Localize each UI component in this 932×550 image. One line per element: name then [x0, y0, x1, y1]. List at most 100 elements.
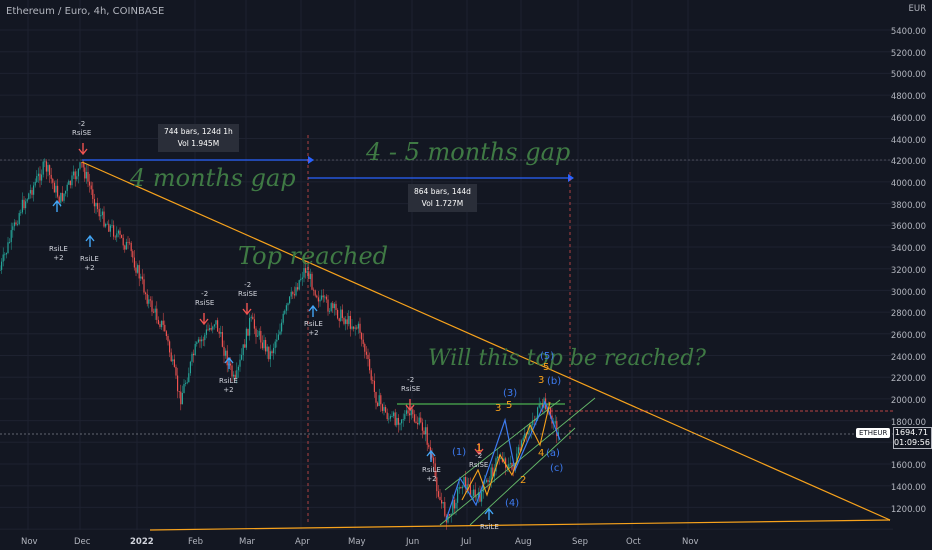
candle-body	[159, 324, 161, 328]
candle-body	[196, 342, 198, 344]
candle-body	[223, 346, 225, 356]
candle-body	[215, 320, 217, 325]
candle-body	[354, 327, 356, 329]
candle-body	[26, 199, 28, 202]
candle-body	[117, 230, 119, 234]
wave-label-3: (3)	[503, 388, 518, 399]
candle-body	[505, 458, 507, 468]
candle-body	[322, 295, 324, 298]
candle-body	[455, 502, 457, 509]
signal-long-label: RsiLE +2	[219, 377, 238, 394]
candle-body	[236, 370, 238, 379]
candle-body	[509, 462, 511, 465]
candle-body	[98, 209, 100, 217]
candle-body	[7, 242, 9, 254]
time-tick: May	[348, 537, 366, 547]
candle-body	[522, 437, 524, 441]
candle-body	[554, 421, 556, 424]
time-tick: Sep	[572, 537, 589, 547]
price-tick: 5000.00	[890, 70, 926, 80]
time-tick: Jul	[461, 537, 472, 547]
candle-body	[343, 317, 345, 324]
currency-label: EUR	[908, 4, 927, 14]
candle-body	[210, 328, 212, 330]
candle-body	[221, 332, 223, 347]
candle-body	[125, 241, 127, 250]
candle-body	[77, 168, 79, 177]
candle-body	[180, 391, 182, 405]
candle-body	[21, 199, 23, 213]
candle-body	[138, 265, 140, 279]
candle-body	[63, 193, 65, 201]
candle-body	[25, 201, 27, 209]
annotation-gap2[interactable]: 4 - 5 months gap	[366, 138, 571, 166]
candle-body	[252, 316, 254, 320]
measure-2-box[interactable]: 864 bars, 144d Vol 1.727M	[408, 184, 477, 212]
candle-body	[329, 310, 331, 312]
candle-body	[207, 329, 209, 331]
candle-body	[465, 476, 467, 489]
candle-body	[378, 395, 380, 406]
candle-body	[85, 171, 87, 179]
ticker-badge: ETHEUR	[856, 428, 891, 438]
candle-body	[433, 457, 435, 464]
price-tick: 3400.00	[890, 244, 926, 254]
candle-body	[268, 346, 270, 360]
price-axis[interactable]: EUR 5400.00 5200.00 5000.00 4800.00 4600…	[890, 0, 932, 530]
time-tick: Mar	[239, 537, 256, 547]
annotation-gap1[interactable]: 4 months gap	[130, 164, 296, 192]
candle-body	[153, 311, 155, 313]
candle-body	[335, 303, 337, 310]
measure-1-box[interactable]: 744 bars, 124d 1h Vol 1.945M	[158, 124, 239, 152]
candle-body	[389, 416, 391, 419]
candle-body	[349, 315, 351, 329]
candle-body	[12, 226, 14, 231]
price-tick: 5400.00	[890, 27, 926, 37]
candle-body	[399, 423, 401, 425]
candle-body	[193, 353, 195, 356]
candle-body	[97, 203, 99, 210]
candle-body	[412, 409, 414, 415]
candle-body	[313, 289, 315, 291]
candle-body	[469, 485, 471, 497]
candle-body	[508, 464, 510, 468]
candle-body	[68, 180, 70, 185]
candle-body	[319, 299, 321, 302]
candle-body	[255, 328, 257, 337]
candle-body	[506, 467, 508, 469]
candle-body	[370, 370, 372, 381]
candle-body	[423, 430, 425, 435]
candle-body	[500, 458, 502, 460]
candle-body	[460, 486, 462, 489]
candle-body	[327, 299, 329, 312]
candle-body	[47, 165, 49, 172]
price-tick: 4800.00	[890, 92, 926, 102]
time-tick: Nov	[21, 537, 38, 547]
candle-body	[373, 380, 375, 392]
candle-body	[346, 319, 348, 325]
wave-minor-5b: 5	[543, 362, 550, 373]
candle-body	[442, 502, 444, 504]
candle-body	[463, 476, 465, 487]
annotation-top-reached[interactable]: Top reached	[238, 242, 389, 270]
candle-body	[495, 458, 497, 472]
candle-body	[281, 322, 283, 332]
candle-body	[394, 412, 396, 426]
candle-body	[391, 416, 393, 417]
candle-body	[114, 236, 116, 238]
candle-body	[201, 339, 203, 342]
candle-body	[397, 417, 399, 425]
candle-body	[242, 344, 244, 355]
candle-body	[124, 245, 126, 250]
candle-body	[191, 353, 193, 362]
candle-body	[1, 261, 3, 270]
candle-body	[79, 162, 81, 169]
annotation-question[interactable]: Will this top be reached?	[428, 346, 706, 371]
candle-body	[73, 171, 75, 176]
candle-body	[479, 492, 481, 502]
symbol-label[interactable]: Ethereum / Euro, 4h, COINBASE	[6, 6, 165, 17]
candle-body	[466, 484, 468, 489]
candle-body	[377, 402, 379, 406]
candle-body	[100, 215, 102, 217]
